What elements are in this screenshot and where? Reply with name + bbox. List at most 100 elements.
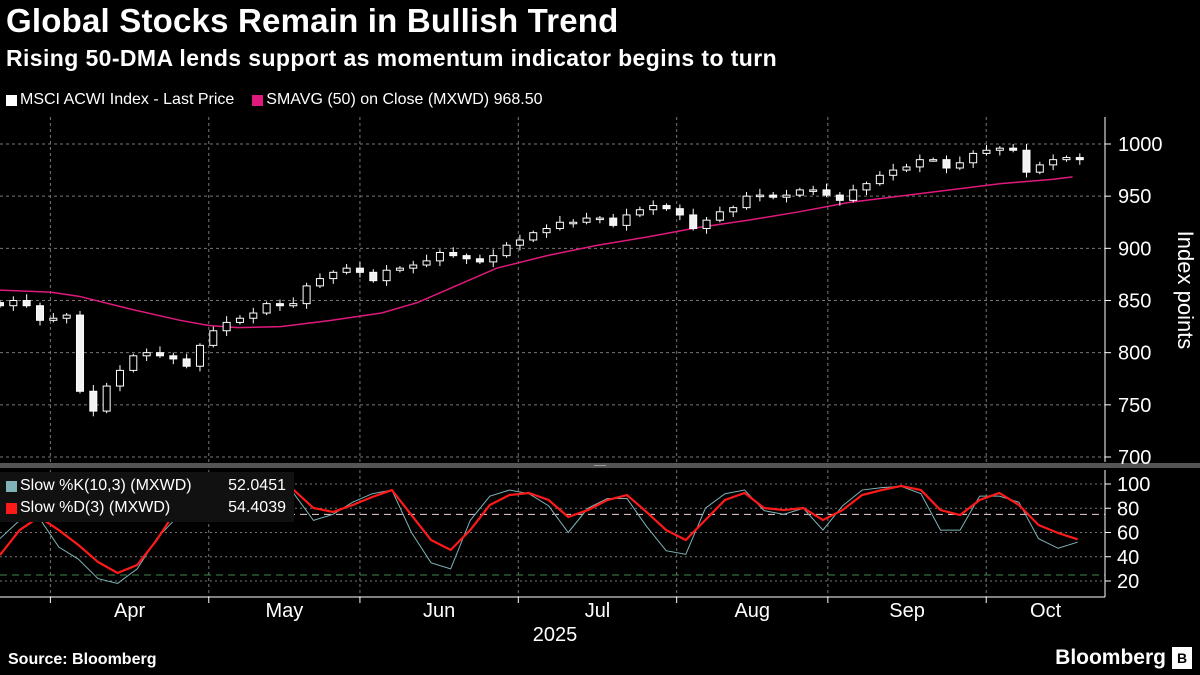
stoch-y-tick-label: 20 [1117, 571, 1139, 593]
candle [649, 205, 658, 211]
candle [622, 214, 631, 226]
candle [702, 219, 711, 230]
candle [835, 194, 844, 201]
candle [769, 194, 778, 198]
candle [275, 303, 284, 307]
candle [355, 267, 364, 273]
candle [742, 195, 751, 209]
candle [542, 228, 551, 234]
candle [995, 147, 1004, 151]
price-y-tick-label: 900 [1118, 238, 1151, 260]
candle [609, 217, 618, 226]
price-legend: MSCI ACWI Index - Last Price SMAVG (50) … [6, 91, 557, 109]
candle [729, 207, 738, 213]
candle [9, 300, 18, 307]
month-label: Apr [114, 600, 145, 622]
candle [235, 317, 244, 323]
candle [329, 271, 338, 280]
candle [529, 232, 538, 241]
candle [915, 159, 924, 168]
legend-d-label: Slow %D(3) (MXWD) [20, 499, 171, 516]
candle [169, 355, 178, 360]
candle [142, 352, 151, 357]
candle [1022, 149, 1031, 173]
candle [75, 314, 84, 392]
bloomberg-logo: Bloomberg B [1055, 646, 1192, 670]
candle [369, 271, 378, 282]
legend-sma-swatch [252, 94, 264, 106]
candle [62, 314, 71, 319]
candle [929, 159, 938, 162]
stoch-y-tick-label: 60 [1117, 523, 1139, 545]
candle [155, 352, 164, 357]
candle [942, 159, 951, 169]
legend-k-value: 52.0451 [228, 477, 286, 494]
chart-subtitle: Rising 50-DMA lends support as momentum … [6, 45, 778, 71]
candle [1009, 147, 1018, 151]
candle [475, 258, 484, 263]
candle [515, 239, 524, 246]
sma50-line [0, 176, 1073, 329]
month-label: Jul [585, 600, 611, 622]
candle [795, 189, 804, 196]
candle [889, 169, 898, 176]
month-label: Oct [1030, 600, 1062, 622]
candle [662, 205, 671, 210]
candle [209, 330, 218, 346]
candle [315, 278, 324, 287]
year-label: 2025 [533, 624, 578, 646]
candle [675, 208, 684, 216]
candle [875, 174, 884, 185]
month-label: Aug [734, 600, 770, 622]
candle [955, 162, 964, 169]
price-y-tick-label: 700 [1118, 447, 1151, 469]
candle [1062, 157, 1071, 161]
candle [715, 211, 724, 221]
price-y-tick-label: 950 [1118, 186, 1151, 208]
legend-sma-label: SMAVG (50) on Close (MXWD) 968.50 [266, 91, 543, 108]
bloomberg-b-icon: B [1172, 647, 1192, 669]
price-y-tick-label: 1000 [1118, 134, 1163, 156]
stoch-y-tick-label: 80 [1117, 498, 1139, 520]
candle [595, 217, 604, 221]
candle [689, 214, 698, 230]
candle [102, 385, 111, 412]
candle [49, 317, 58, 321]
price-y-tick-label: 800 [1118, 343, 1151, 365]
stoch-y-tick-label: 100 [1117, 474, 1150, 496]
y-axis-title: Index points [1173, 231, 1198, 350]
candle [489, 255, 498, 263]
candle [222, 321, 231, 332]
candle [342, 267, 351, 273]
candle [409, 264, 418, 269]
candle [1049, 159, 1058, 166]
legend-k: Slow %K(10,3) (MXWD) 52.0451 [6, 475, 286, 497]
candle [302, 285, 311, 305]
legend-d-swatch [6, 502, 17, 514]
candle [635, 209, 644, 216]
candle [89, 390, 98, 412]
candle [582, 217, 591, 223]
brand-name: Bloomberg [1055, 646, 1166, 669]
candle [982, 149, 991, 154]
candle [129, 355, 138, 371]
source-note: Source: Bloomberg [8, 651, 157, 668]
legend-d: Slow %D(3) (MXWD) 54.4039 [6, 497, 286, 519]
candle [35, 305, 44, 321]
price-y-tick-label: 850 [1118, 291, 1151, 313]
candle [462, 255, 471, 260]
legend-sma: SMAVG (50) on Close (MXWD) 968.50 [252, 91, 543, 109]
legend-price-swatch [6, 94, 17, 106]
month-label: May [265, 600, 303, 622]
candle [555, 221, 564, 230]
legend-price-label: MSCI ACWI Index - Last Price [20, 91, 235, 108]
candle [115, 369, 124, 387]
candle [1075, 157, 1084, 161]
candle [182, 358, 191, 367]
legend-d-value: 54.4039 [228, 499, 286, 516]
candle [262, 303, 271, 314]
candle [22, 300, 31, 307]
candle [849, 189, 858, 201]
candle [195, 344, 204, 367]
candle [395, 267, 404, 271]
